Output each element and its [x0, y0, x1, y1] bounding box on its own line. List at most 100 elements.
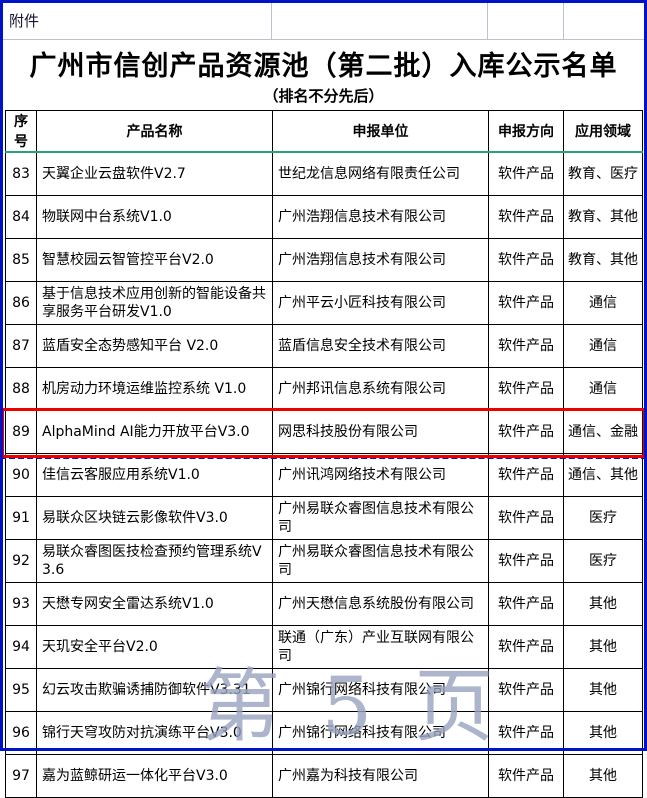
cell-no: 88 — [5, 367, 37, 411]
cell-field: 通信 — [563, 281, 643, 325]
cell-direction: 软件产品 — [488, 582, 564, 626]
cell-product: 机房动力环境运维监控系统 V1.0 — [36, 367, 273, 411]
cell-company: 网思科技股份有限公司 — [272, 410, 489, 454]
table-row: 88 机房动力环境运维监控系统 V1.0 广州邦讯信息系统有限公司 软件产品 通信 — [5, 367, 643, 411]
cell-direction: 软件产品 — [488, 668, 564, 712]
cell-direction: 软件产品 — [488, 539, 564, 583]
cell-field: 医疗 — [563, 496, 643, 540]
cell-field: 其他 — [563, 711, 643, 755]
cell-product: 幻云攻击欺骗诱捕防御软件V3.31 — [36, 668, 273, 712]
cell-product: 易联众睿图医技检查预约管理系统V3.6 — [36, 539, 273, 583]
column-header: 序号 — [5, 110, 37, 153]
cell-field: 通信 — [563, 367, 643, 411]
cell-company: 广州讯鸿网络技术有限公司 — [272, 453, 489, 497]
cell-no: 92 — [5, 539, 37, 583]
cell-no: 91 — [5, 496, 37, 540]
cell-field: 其他 — [563, 582, 643, 626]
column-header: 产品名称 — [36, 110, 273, 153]
page-title: 广州市信创产品资源池（第二批）入库公示名单 — [29, 51, 618, 82]
cell-direction: 软件产品 — [488, 453, 564, 497]
cell-product: 物联网中台系统V1.0 — [36, 195, 273, 239]
cell-direction: 软件产品 — [488, 195, 564, 239]
table-row: 86 基于信息技术应用创新的智能设备共享服务平台研发V1.0 广州平云小匠科技有限公… — [5, 281, 643, 325]
cell-direction: 软件产品 — [488, 625, 564, 669]
cell-product: 基于信息技术应用创新的智能设备共享服务平台研发V1.0 — [36, 281, 273, 325]
cell-product: 嘉为蓝鲸研运一体化平台V3.0 — [36, 754, 273, 798]
cell-product: 天翼企业云盘软件V2.7 — [36, 151, 273, 196]
cell-no: 95 — [5, 668, 37, 712]
cell-no: 89 — [5, 410, 37, 454]
cell-product: 天懋专网安全雷达系统V1.0 — [36, 582, 273, 626]
table-row: 90 佳信云客服应用系统V1.0 广州讯鸿网络技术有限公司 软件产品 通信、其他 — [5, 453, 643, 497]
cell-company: 广州浩翔信息技术有限公司 — [272, 238, 489, 282]
cell-company: 广州天懋信息系统股份有限公司 — [272, 582, 489, 626]
cell-direction: 软件产品 — [488, 324, 564, 368]
cell-product: 锦行天穹攻防对抗演练平台V3.0 — [36, 711, 273, 755]
cell-company: 世纪龙信息网络有限责任公司 — [272, 151, 489, 196]
cell-no: 87 — [5, 324, 37, 368]
attachment-label: 附件 — [9, 12, 40, 30]
cell-no: 90 — [5, 453, 37, 497]
table-row: 83 天翼企业云盘软件V2.7 世纪龙信息网络有限责任公司 软件产品 教育、医疗 — [5, 151, 643, 196]
cell-no: 85 — [5, 238, 37, 282]
cell-direction: 软件产品 — [488, 496, 564, 540]
cell-no: 84 — [5, 195, 37, 239]
cell-direction: 软件产品 — [488, 281, 564, 325]
table-row: 95 幻云攻击欺骗诱捕防御软件V3.31 广州锦行网络科技有限公司 软件产品 其他 — [5, 668, 643, 712]
cell-no: 97 — [5, 754, 37, 798]
cell-company: 蓝盾信息安全技术有限公司 — [272, 324, 489, 368]
table-row: 85 智慧校园云智管控平台V2.0 广州浩翔信息技术有限公司 软件产品 教育、其他 — [5, 238, 643, 282]
cell-product: 天玑安全平台V2.0 — [36, 625, 273, 669]
cell-company: 广州浩翔信息技术有限公司 — [272, 195, 489, 239]
gridline-vertical — [563, 3, 564, 39]
table-row: 89 AlphaMind AI能力开放平台V3.0 网思科技股份有限公司 软件产品 通信… — [5, 410, 643, 454]
table-row: 92 易联众睿图医技检查预约管理系统V3.6 广州易联众睿图信息技术有限公司 软件产品… — [5, 539, 643, 583]
cell-direction: 软件产品 — [488, 367, 564, 411]
cell-no: 93 — [5, 582, 37, 626]
cell-field: 通信、其他 — [563, 453, 643, 497]
cell-company: 联通（广东）产业互联网有限公司 — [272, 625, 489, 669]
cell-company: 广州易联众睿图信息技术有限公司 — [272, 496, 489, 540]
cell-field: 其他 — [563, 754, 643, 798]
table-row: 84 物联网中台系统V1.0 广州浩翔信息技术有限公司 软件产品 教育、其他 — [5, 195, 643, 239]
cell-no: 83 — [5, 151, 37, 196]
cell-product: AlphaMind AI能力开放平台V3.0 — [36, 410, 273, 454]
cell-field: 其他 — [563, 625, 643, 669]
cell-product: 蓝盾安全态势感知平台 V2.0 — [36, 324, 273, 368]
cell-company: 广州锦行网络科技有限公司 — [272, 711, 489, 755]
gridline-vertical — [487, 3, 488, 39]
column-header: 申报单位 — [272, 110, 489, 153]
cell-field: 其他 — [563, 668, 643, 712]
gridline-vertical — [271, 3, 272, 39]
cell-field: 通信、金融 — [563, 410, 643, 454]
table-row: 94 天玑安全平台V2.0 联通（广东）产业互联网有限公司 软件产品 其他 — [5, 625, 643, 669]
cell-field: 教育、其他 — [563, 238, 643, 282]
cell-field: 教育、医疗 — [563, 151, 643, 196]
column-header: 申报方向 — [488, 110, 564, 153]
cell-product: 智慧校园云智管控平台V2.0 — [36, 238, 273, 282]
page-subtitle: （排名不分先后） — [263, 87, 384, 105]
cell-direction: 软件产品 — [488, 754, 564, 798]
cell-no: 86 — [5, 281, 37, 325]
cell-company: 广州易联众睿图信息技术有限公司 — [272, 539, 489, 583]
cell-direction: 软件产品 — [488, 410, 564, 454]
cell-direction: 软件产品 — [488, 151, 564, 196]
column-header: 应用领域 — [563, 110, 643, 153]
attachment-row: 附件 — [3, 3, 644, 40]
table-row: 97 嘉为蓝鲸研运一体化平台V3.0 广州嘉为科技有限公司 软件产品 其他 — [5, 754, 643, 798]
cell-direction: 软件产品 — [488, 711, 564, 755]
cell-company: 广州嘉为科技有限公司 — [272, 754, 489, 798]
cell-no: 94 — [5, 625, 37, 669]
cell-company: 广州平云小匠科技有限公司 — [272, 281, 489, 325]
cell-field: 医疗 — [563, 539, 643, 583]
cell-company: 广州锦行网络科技有限公司 — [272, 668, 489, 712]
cell-direction: 软件产品 — [488, 238, 564, 282]
table-row: 91 易联众区块链云影像软件V3.0 广州易联众睿图信息技术有限公司 软件产品 医疗 — [5, 496, 643, 540]
cell-product: 佳信云客服应用系统V1.0 — [36, 453, 273, 497]
product-table: 序号 产品名称 申报单位 申报方向 应用领域 83 天翼企业云盘软件V2.7 世纪龙信息网络… — [5, 110, 643, 798]
table-row: 93 天懋专网安全雷达系统V1.0 广州天懋信息系统股份有限公司 软件产品 其他 — [5, 582, 643, 626]
cell-field: 通信 — [563, 324, 643, 368]
table-header: 序号 产品名称 申报单位 申报方向 应用领域 — [5, 110, 643, 153]
cell-field: 教育、其他 — [563, 195, 643, 239]
cell-no: 96 — [5, 711, 37, 755]
